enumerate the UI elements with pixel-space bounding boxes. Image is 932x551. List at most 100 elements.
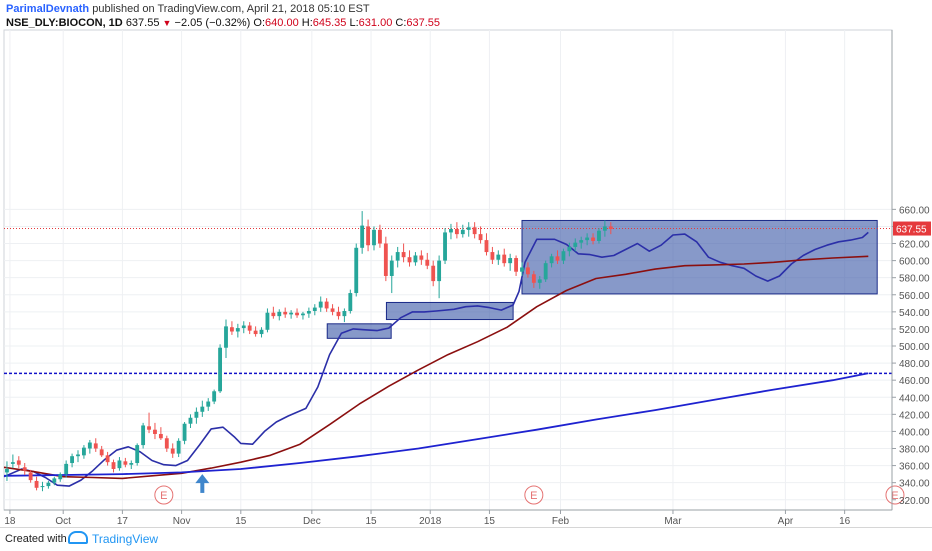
candle bbox=[170, 443, 175, 458]
candle bbox=[561, 248, 566, 265]
candle-body bbox=[81, 447, 86, 456]
earnings-label: E bbox=[160, 490, 167, 502]
candle-body bbox=[265, 312, 270, 330]
candle-body bbox=[306, 310, 311, 314]
candle-body bbox=[22, 467, 27, 471]
candle-body bbox=[158, 433, 163, 439]
candle bbox=[158, 427, 163, 440]
candles bbox=[5, 211, 613, 492]
time-axis-label: Dec bbox=[303, 516, 321, 527]
candle-body bbox=[123, 461, 128, 465]
candle bbox=[46, 480, 51, 489]
candle-body bbox=[194, 411, 199, 418]
candle bbox=[253, 326, 258, 337]
consolidation-box bbox=[521, 219, 878, 295]
candle bbox=[70, 453, 75, 468]
ohlc-close-value: 637.55 bbox=[406, 17, 441, 29]
candle-body bbox=[135, 445, 140, 464]
candle-body bbox=[46, 482, 51, 487]
candle-body bbox=[28, 472, 33, 481]
tradingview-logo[interactable]: TradingView bbox=[68, 531, 158, 546]
candle bbox=[129, 460, 134, 470]
candle-body bbox=[419, 255, 424, 260]
candle bbox=[520, 262, 524, 276]
candle bbox=[478, 226, 483, 244]
candle bbox=[354, 243, 359, 297]
candle bbox=[312, 304, 317, 316]
candle bbox=[301, 311, 305, 320]
candle bbox=[555, 250, 560, 265]
candle bbox=[383, 236, 388, 282]
candle-body bbox=[525, 267, 530, 275]
candle bbox=[460, 224, 465, 238]
candle bbox=[395, 246, 400, 268]
candle-body bbox=[330, 308, 335, 312]
candle bbox=[502, 248, 507, 267]
candle-body bbox=[277, 311, 282, 317]
candle-body bbox=[395, 252, 400, 261]
moving-averages bbox=[3, 231, 869, 487]
candle bbox=[295, 308, 299, 318]
earnings-circle bbox=[885, 485, 905, 505]
price-axis-label: 420.00 bbox=[899, 410, 930, 421]
candle-body bbox=[597, 230, 601, 241]
candle-body bbox=[318, 301, 323, 308]
price-axis-label: 560.00 bbox=[899, 291, 930, 302]
symbol-name[interactable]: NSE_DLY:BIOCON, 1D bbox=[6, 17, 123, 29]
down-arrow-icon: ▼ bbox=[162, 18, 172, 28]
candle bbox=[466, 222, 471, 237]
time-axis-label: Apr bbox=[778, 516, 794, 527]
candle-body bbox=[87, 442, 92, 449]
ohlc-open-label: O: bbox=[253, 17, 266, 29]
candle bbox=[259, 327, 264, 338]
chart-header: ParimalDevnath published on TradingView.… bbox=[0, 0, 932, 30]
candle-body bbox=[324, 301, 329, 309]
candle bbox=[318, 296, 323, 312]
candle bbox=[306, 307, 311, 318]
candle-body bbox=[342, 310, 347, 317]
candle-body bbox=[496, 254, 501, 260]
price-axis-label: 460.00 bbox=[899, 376, 930, 387]
candle-body bbox=[200, 406, 205, 412]
candle-body bbox=[93, 443, 98, 449]
price-axis-label: 520.00 bbox=[899, 325, 930, 336]
candle-body bbox=[206, 401, 211, 407]
candle bbox=[34, 476, 39, 491]
candle-body bbox=[508, 258, 513, 264]
candle bbox=[81, 445, 86, 459]
earnings-label: E bbox=[530, 490, 537, 502]
last-price: 637.55 bbox=[125, 17, 160, 29]
candle-body bbox=[105, 455, 110, 463]
candle-body bbox=[514, 258, 519, 272]
candle bbox=[372, 226, 376, 251]
candle-body bbox=[561, 251, 566, 261]
candle bbox=[579, 236, 584, 249]
candle bbox=[117, 457, 122, 471]
candle bbox=[413, 252, 418, 266]
candle-body bbox=[164, 438, 169, 449]
candle-body bbox=[549, 256, 554, 264]
author-link[interactable]: ParimalDevnath bbox=[6, 3, 90, 15]
candle bbox=[111, 459, 116, 473]
candle bbox=[135, 443, 140, 466]
candle bbox=[200, 400, 205, 417]
candle bbox=[549, 253, 554, 268]
candle-body bbox=[99, 449, 104, 456]
published-text: published on TradingView.com, April 21, … bbox=[92, 3, 370, 15]
candle bbox=[241, 321, 246, 334]
candle bbox=[123, 457, 128, 468]
candle-body bbox=[460, 229, 465, 235]
symbol-info: NSE_DLY:BIOCON, 1D 637.55 ▼ −2.05 (−0.32… bbox=[6, 17, 440, 29]
candle bbox=[153, 422, 157, 440]
candle-body bbox=[253, 330, 258, 335]
time-axis-label: 17 bbox=[117, 516, 129, 527]
candle bbox=[194, 407, 199, 424]
candle bbox=[496, 250, 501, 265]
candle-body bbox=[271, 312, 276, 317]
price-axis-label: 440.00 bbox=[899, 393, 930, 404]
current-price-bg bbox=[893, 221, 931, 236]
candle bbox=[247, 322, 252, 335]
earnings-label: E bbox=[891, 490, 898, 502]
price-chart[interactable]: E E E 320.00 340.00 360.00 380.00 400.00 420.00… bbox=[0, 0, 932, 527]
created-with-text: Created with bbox=[5, 533, 67, 545]
